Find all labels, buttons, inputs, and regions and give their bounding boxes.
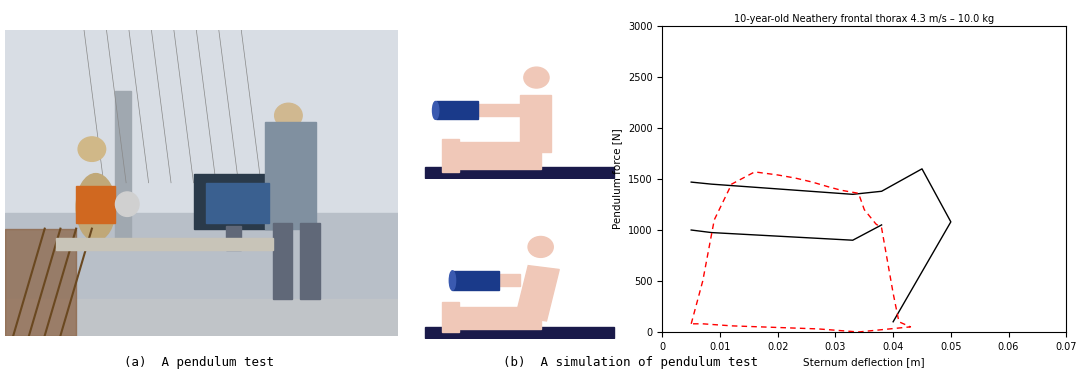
Bar — [115, 91, 131, 244]
Bar — [194, 173, 280, 229]
Bar — [5, 213, 398, 336]
Text: (b)  A simulation of pendulum test: (b) A simulation of pendulum test — [503, 356, 757, 369]
Bar — [457, 274, 520, 286]
Bar — [300, 223, 320, 299]
Ellipse shape — [449, 271, 456, 290]
Ellipse shape — [76, 173, 115, 241]
Bar — [435, 101, 478, 119]
Bar — [5, 299, 398, 336]
Title: 10-year-old Neathery frontal thorax 4.3 m/s – 10.0 kg: 10-year-old Neathery frontal thorax 4.3 … — [735, 14, 994, 24]
Ellipse shape — [433, 101, 438, 119]
Y-axis label: Pendulum force [N]: Pendulum force [N] — [613, 129, 623, 229]
Ellipse shape — [115, 192, 139, 216]
Bar — [446, 142, 541, 169]
Bar — [76, 186, 115, 223]
Ellipse shape — [79, 137, 106, 162]
Bar — [272, 223, 292, 299]
Ellipse shape — [275, 103, 303, 128]
Bar — [452, 271, 499, 290]
Bar — [5, 229, 76, 336]
Bar — [446, 307, 541, 329]
X-axis label: Sternum deflection [m]: Sternum deflection [m] — [803, 357, 925, 367]
Bar — [425, 167, 614, 178]
Bar — [457, 104, 523, 116]
Bar — [206, 183, 269, 223]
Ellipse shape — [528, 236, 554, 257]
Bar — [5, 30, 398, 213]
Bar — [56, 238, 272, 250]
Ellipse shape — [523, 67, 549, 88]
Text: (a)  A pendulum test: (a) A pendulum test — [124, 356, 275, 369]
Bar — [516, 266, 559, 321]
Bar — [520, 95, 551, 152]
Bar — [265, 122, 316, 229]
Bar — [442, 139, 459, 172]
Bar — [225, 226, 241, 250]
Bar — [425, 327, 614, 338]
Bar — [442, 302, 459, 332]
